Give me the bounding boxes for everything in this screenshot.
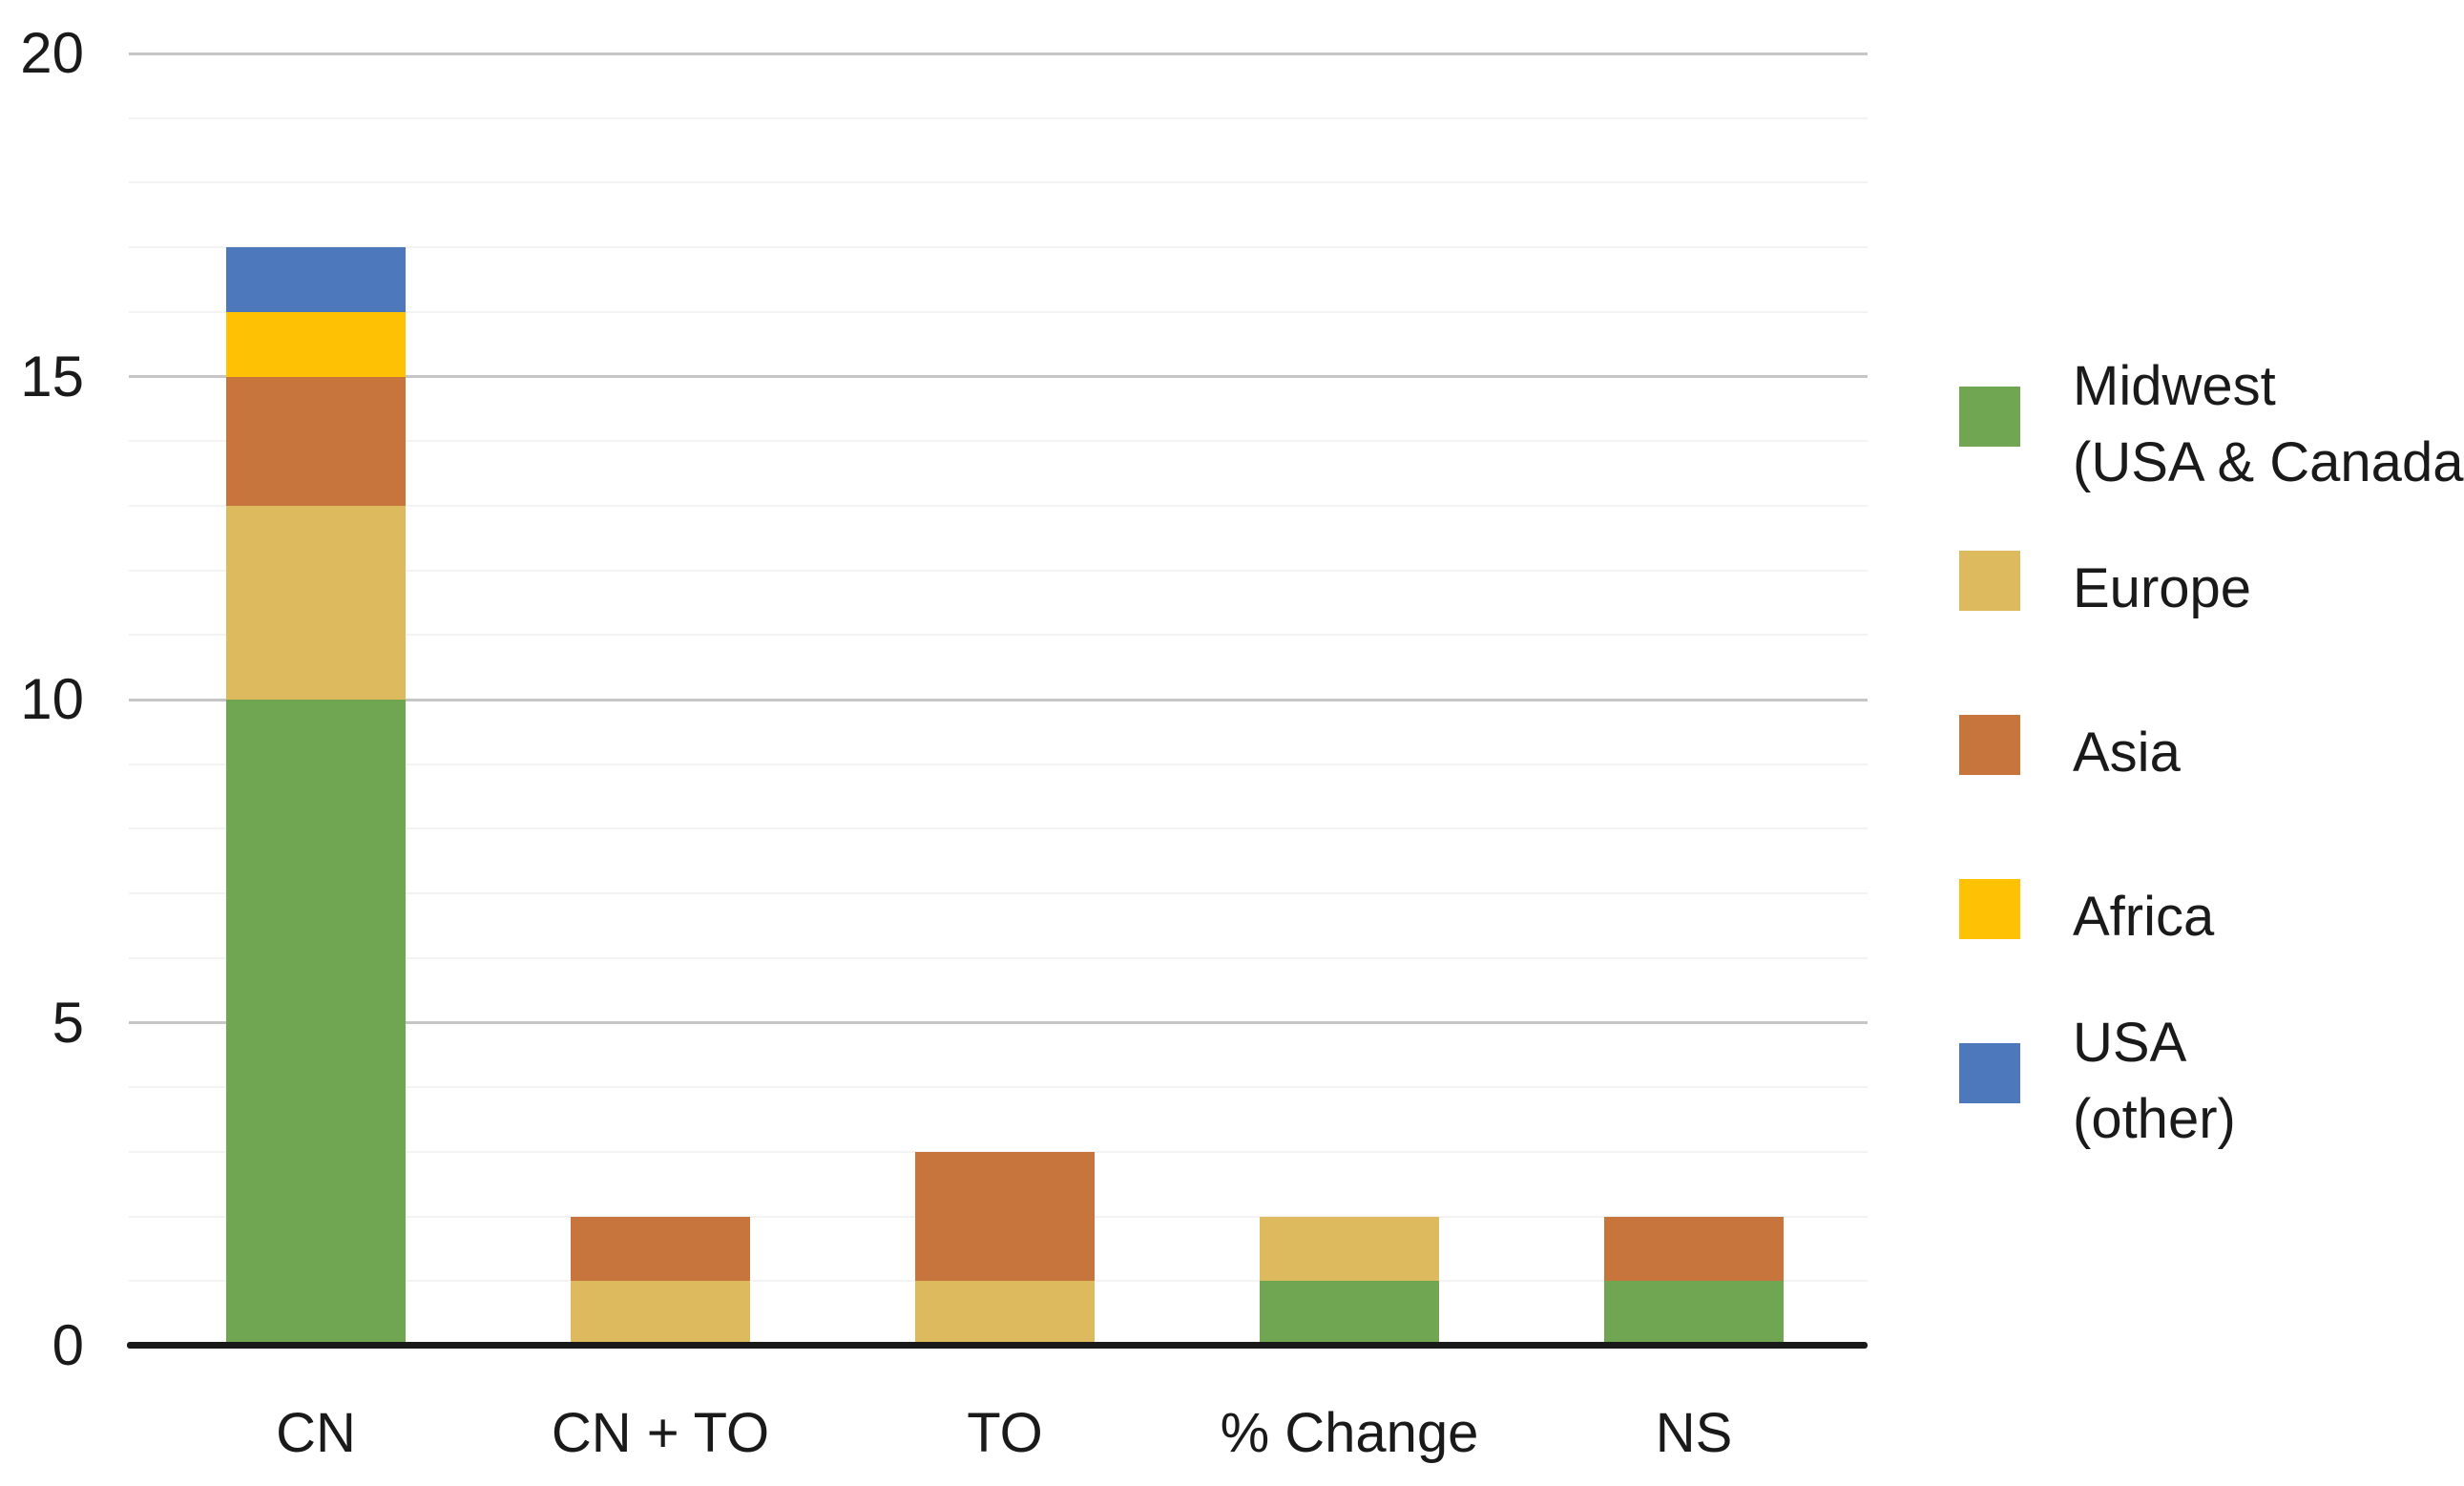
minor-gridline (129, 1086, 1868, 1089)
y-tick-label-10: 10 (20, 667, 84, 731)
major-gridline (129, 375, 1868, 378)
minor-gridline (129, 181, 1868, 184)
bar-segment-asia (571, 1216, 750, 1282)
bar-segment-usa-other- (226, 247, 406, 312)
major-gridline (129, 52, 1868, 55)
legend-swatch-midwest-usa-canada- (1959, 387, 2020, 447)
legend-label-asia: Asia (2073, 715, 2181, 791)
x-tick-label--change: % Change (1220, 1402, 1479, 1464)
legend-label-midwest-usa-canada-: Midwest (USA & Canada) (2073, 348, 2464, 501)
x-tick-label-cn-to: CN + TO (551, 1402, 770, 1464)
bar-segment-midwest-usa-canada- (226, 700, 406, 1346)
legend-label-line: USA (2073, 1011, 2187, 1074)
minor-gridline (129, 504, 1868, 507)
minor-gridline (129, 892, 1868, 895)
x-tick-label-ns: NS (1655, 1402, 1733, 1464)
legend-label-line: (USA & Canada) (2073, 430, 2464, 493)
legend-label-line: Midwest (2073, 354, 2276, 417)
legend-label-line: Africa (2073, 885, 2215, 948)
legend-label-line: Europe (2073, 556, 2252, 619)
x-axis-line (127, 1342, 1868, 1349)
minor-gridline (129, 116, 1868, 119)
bar-segment-europe (915, 1281, 1095, 1346)
legend-label-europe: Europe (2073, 551, 2251, 627)
legend-label-africa: Africa (2073, 879, 2214, 955)
legend-label-usa-other-: USA (other) (2073, 1005, 2236, 1158)
minor-gridline (129, 956, 1868, 959)
minor-gridline (129, 827, 1868, 830)
bar-segment-africa (226, 311, 406, 377)
major-gridline (129, 698, 1868, 701)
major-gridline (129, 1021, 1868, 1024)
y-tick-label-0: 0 (52, 1313, 84, 1377)
minor-gridline (129, 440, 1868, 443)
bar-segment-midwest-usa-canada- (1604, 1281, 1784, 1346)
bar-segment-europe (571, 1281, 750, 1346)
minor-gridline (129, 763, 1868, 765)
plot-area (127, 52, 1868, 1349)
y-tick-label-15: 15 (20, 344, 84, 408)
legend-swatch-asia (1959, 715, 2020, 775)
legend-swatch-usa-other- (1959, 1043, 2020, 1103)
bar-segment-asia (1604, 1216, 1784, 1282)
y-tick-label-5: 5 (52, 990, 84, 1055)
minor-gridline (129, 634, 1868, 637)
legend-label-line: (other) (2073, 1087, 2236, 1150)
legend-swatch-africa (1959, 879, 2020, 939)
x-tick-label-cn: CN (276, 1402, 356, 1464)
x-tick-label-to: TO (967, 1402, 1043, 1464)
minor-gridline (129, 1150, 1868, 1153)
minor-gridline (129, 246, 1868, 249)
bar-segment-europe (226, 505, 406, 700)
bar-segment-asia (915, 1151, 1095, 1282)
bar-segment-midwest-usa-canada- (1260, 1281, 1439, 1346)
minor-gridline (129, 310, 1868, 313)
y-tick-label-20: 20 (20, 21, 84, 85)
legend-label-line: Asia (2073, 721, 2181, 784)
legend-swatch-europe (1959, 551, 2020, 611)
minor-gridline (129, 569, 1868, 572)
bar-segment-asia (226, 376, 406, 506)
bar-segment-europe (1260, 1216, 1439, 1282)
